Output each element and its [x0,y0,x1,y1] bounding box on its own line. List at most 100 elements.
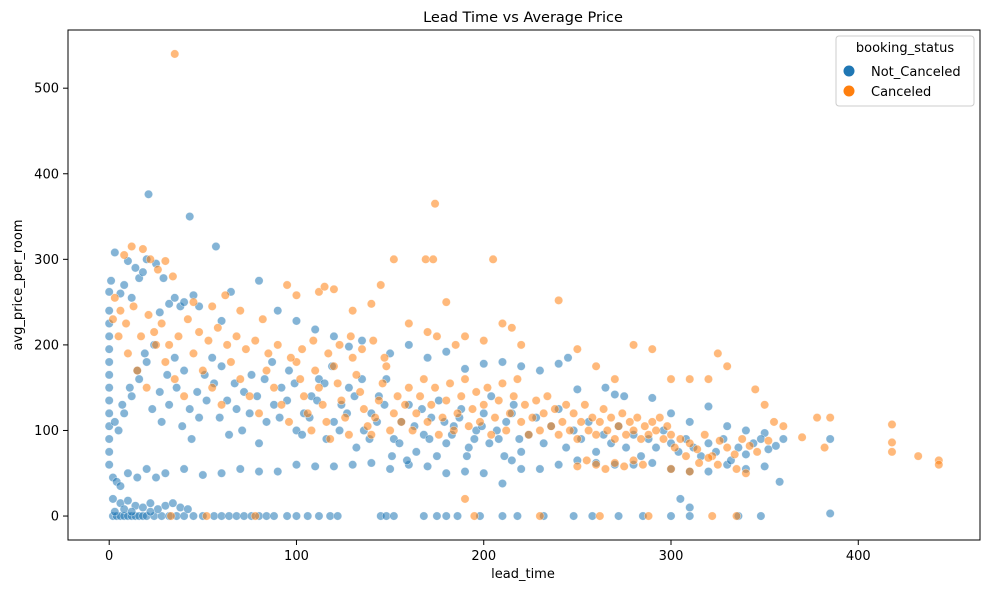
point-not-canceled [357,336,367,346]
point-canceled [241,344,251,354]
point-canceled [887,419,897,429]
point-not-canceled [217,468,227,478]
point-canceled [250,336,260,346]
point-canceled [396,417,406,427]
point-not-canceled [127,293,137,303]
point-canceled [713,348,723,358]
point-canceled [595,417,605,427]
point-canceled [554,295,564,305]
point-not-canceled [297,430,307,440]
point-not-canceled [188,511,198,521]
point-not-canceled [385,464,395,474]
point-canceled [188,297,198,307]
point-canceled [606,413,616,423]
point-canceled [276,400,286,410]
point-not-canceled [479,359,489,369]
point-canceled [507,323,517,333]
point-canceled [160,357,170,367]
point-not-canceled [432,511,442,521]
point-canceled [464,421,474,431]
legend-label-not-canceled: Not_Canceled [871,65,961,80]
point-canceled [217,400,227,410]
point-canceled [887,437,897,447]
point-canceled [640,421,650,431]
legend-box [835,35,975,107]
point-canceled [600,464,610,474]
point-canceled [441,297,451,307]
point-not-canceled [153,504,163,514]
point-canceled [121,319,131,329]
point-not-canceled [647,458,657,468]
point-not-canceled [194,413,204,423]
point-canceled [157,319,167,329]
point-not-canceled [441,468,451,478]
point-canceled [617,408,627,418]
point-canceled [449,425,459,435]
point-not-canceled [262,417,272,427]
point-not-canceled [104,357,114,367]
point-not-canceled [591,447,601,457]
point-not-canceled [325,511,335,521]
point-not-canceled [177,421,187,431]
point-not-canceled [123,496,133,506]
point-not-canceled [462,451,472,461]
point-canceled [501,425,511,435]
x-tick-label: 300 [659,549,684,564]
point-not-canceled [387,451,397,461]
point-not-canceled [192,387,202,397]
point-canceled [346,331,356,341]
point-not-canceled [284,366,294,376]
point-canceled [722,361,732,371]
point-canceled [565,425,575,435]
point-canceled [303,408,313,418]
point-canceled [482,383,492,393]
point-canceled [245,391,255,401]
y-tick-label: 400 [34,167,59,182]
point-not-canceled [130,263,140,273]
point-not-canceled [484,438,494,448]
point-canceled [432,331,442,341]
point-not-canceled [335,425,345,435]
point-canceled [797,432,807,442]
point-not-canceled [127,391,137,401]
point-not-canceled [610,390,620,400]
point-canceled [145,254,155,264]
point-canceled [314,287,324,297]
point-not-canceled [104,447,114,457]
point-canceled [569,408,579,418]
x-tick-label: 0 [105,549,113,564]
point-canceled [636,434,646,444]
point-canceled [539,408,549,418]
point-canceled [173,331,183,341]
point-canceled [400,400,410,410]
point-canceled [115,306,125,316]
point-canceled [423,327,433,337]
point-not-canceled [554,359,564,369]
points-layer [104,49,944,521]
point-canceled [370,413,380,423]
point-not-canceled [104,460,114,470]
point-not-canceled [155,307,165,317]
point-canceled [404,319,414,329]
point-canceled [460,331,470,341]
point-not-canceled [722,421,732,431]
point-not-canceled [756,511,766,521]
point-not-canceled [215,413,225,423]
point-not-canceled [175,502,185,512]
point-not-canceled [262,511,272,521]
point-canceled [415,391,425,401]
point-canceled [675,434,685,444]
point-not-canceled [756,434,766,444]
point-not-canceled [685,417,695,427]
point-canceled [750,384,760,394]
point-canceled [385,425,395,435]
point-not-canceled [160,468,170,478]
point-not-canceled [651,443,661,453]
point-not-canceled [563,353,573,363]
point-not-canceled [117,400,127,410]
point-canceled [572,461,582,471]
point-canceled [512,374,522,384]
chart-title: Lead Time vs Average Price [423,10,623,26]
point-not-canceled [254,276,264,286]
point-canceled [213,323,223,333]
